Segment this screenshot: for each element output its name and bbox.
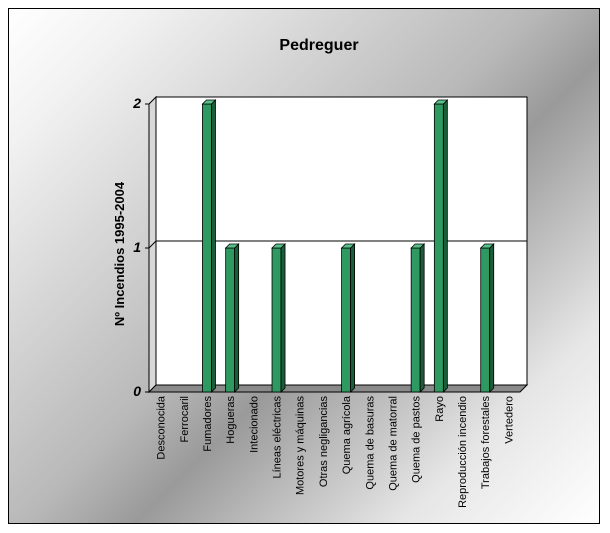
x-tick-label: Quema agrícola [341,395,353,474]
x-tick-label: Otras negligancias [318,396,330,488]
bar-top [433,99,449,105]
bar-top [340,243,356,249]
bar-top [201,99,217,105]
bar-top [479,243,495,249]
x-tick-label: Líneas eléctricas [272,396,284,479]
plot-floor-plane [147,384,529,393]
x-tick-label: Reproducción incendio [457,396,469,508]
bar [479,243,495,393]
bars [201,99,495,393]
bar [433,99,449,393]
y-tick-labels: 0 1 2 [132,95,149,399]
bar-top [410,243,426,249]
bar [271,243,286,393]
bar-front [433,103,444,393]
gridlines [148,240,527,249]
bar-front [480,247,491,393]
y-tick-label: 1 [133,239,141,255]
x-tick-label: Fumadores [202,396,214,452]
bar-chart: 0 1 2 Desconocida Ferrocaril Fumadores Hoguer… [112,37,529,508]
bar-side [234,243,240,393]
x-tick-label: Quema de basuras [364,396,376,490]
bar [410,243,426,393]
bar-front [410,247,421,393]
x-tick-labels: Desconocida Ferrocaril Fumadores Hogueras In… [156,395,516,508]
bar-top [224,243,240,249]
x-tick-label: Motores y máquinas [295,396,307,496]
chart-title: Pedreguer [279,37,358,54]
y-axis-label: Nº Incendios 1995-2004 [112,181,127,326]
bar-side [442,99,448,393]
bar-top [271,243,286,249]
bar [340,243,356,393]
bar-front [341,247,351,393]
chart-frame: 0 1 2 Desconocida Ferrocaril Fumadores Hoguer… [8,8,600,524]
bar-side [489,243,495,393]
plot-floor [147,384,529,393]
bar-side [280,243,286,393]
bar [224,243,240,393]
bar-front [225,247,236,393]
x-tick-label: Quema de matorral [387,396,399,491]
bar-side [350,243,355,393]
bar-side [211,99,216,393]
y-tick-label: 2 [132,95,141,111]
x-tick-label: Desconocida [156,395,168,459]
x-tick-label: Rayo [434,396,446,422]
x-tick-label: Trabajos forestales [480,396,492,490]
bar [201,99,217,393]
x-tick-label: Intecionado [248,396,260,453]
x-tick-label: Ferrocaril [179,396,191,442]
x-tick-label: Quema de pastos [411,396,423,483]
bar-side [419,243,425,393]
x-tick-label: Hogueras [225,396,237,444]
bar-front [202,103,212,393]
y-tick-label: 0 [133,383,141,399]
bar-front [271,247,282,393]
x-tick-label: Vertedero [503,396,515,444]
gridline-side [148,240,157,249]
